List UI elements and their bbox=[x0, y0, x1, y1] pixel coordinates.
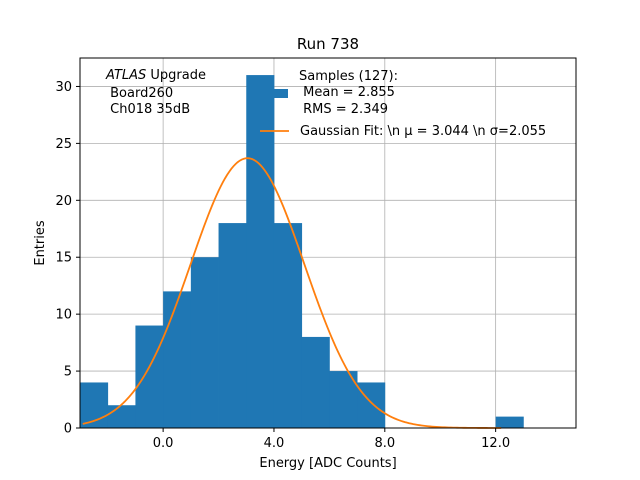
y-tick-label: 10 bbox=[55, 308, 72, 323]
x-tick-label: 0.0 bbox=[153, 436, 174, 451]
x-tick-label: 8.0 bbox=[374, 436, 395, 451]
histogram-bar bbox=[190, 257, 219, 428]
y-tick-label: 15 bbox=[55, 251, 72, 266]
histogram-bar bbox=[218, 223, 247, 428]
legend: Samples (127): Mean = 2.855 RMS = 2.349 … bbox=[260, 69, 546, 139]
y-axis-label: Entries bbox=[33, 220, 48, 266]
fit-layer bbox=[82, 157, 502, 429]
x-tick-label: 4.0 bbox=[264, 436, 285, 451]
legend-samples-line-3: RMS = 2.349 bbox=[299, 102, 388, 117]
histogram-bar bbox=[135, 325, 164, 428]
axes-frame bbox=[79, 57, 577, 429]
histogram-bar bbox=[107, 405, 136, 428]
legend-samples-line-2: Mean = 2.855 bbox=[299, 85, 395, 100]
y-tick-label: 20 bbox=[55, 194, 72, 209]
y-tick-label: 0 bbox=[64, 422, 72, 437]
histogram-bar bbox=[357, 382, 386, 428]
annotation-line-1: ATLAS Upgrade bbox=[105, 68, 206, 83]
y-tick-label: 5 bbox=[64, 365, 72, 380]
legend-fit-label: Gaussian Fit: \n μ = 3.044 \n σ=2.055 bbox=[300, 124, 546, 139]
histogram-bar bbox=[301, 336, 330, 428]
histogram-bar bbox=[246, 75, 275, 429]
gaussian-fit-curve bbox=[82, 157, 502, 429]
annotation-line-2: Board260 bbox=[106, 86, 173, 101]
y-tick-label: 25 bbox=[55, 137, 72, 152]
annotation-line-3: Ch018 35dB bbox=[106, 102, 190, 117]
y-tick-label: 30 bbox=[55, 80, 72, 95]
histogram-bar bbox=[163, 291, 192, 428]
histogram-bar bbox=[273, 223, 303, 428]
x-axis-label: Energy [ADC Counts] bbox=[259, 456, 396, 471]
legend-samples-patch bbox=[260, 89, 288, 98]
histogram-bar bbox=[495, 416, 524, 428]
ticks-layer: 0.0 4.0 8.0 12.0 0 5 10 15 20 25 30 bbox=[55, 80, 510, 451]
legend-samples-line-1: Samples (127): bbox=[299, 69, 398, 84]
x-tick-label: 12.0 bbox=[481, 436, 510, 451]
chart-title: Run 738 bbox=[297, 35, 359, 53]
